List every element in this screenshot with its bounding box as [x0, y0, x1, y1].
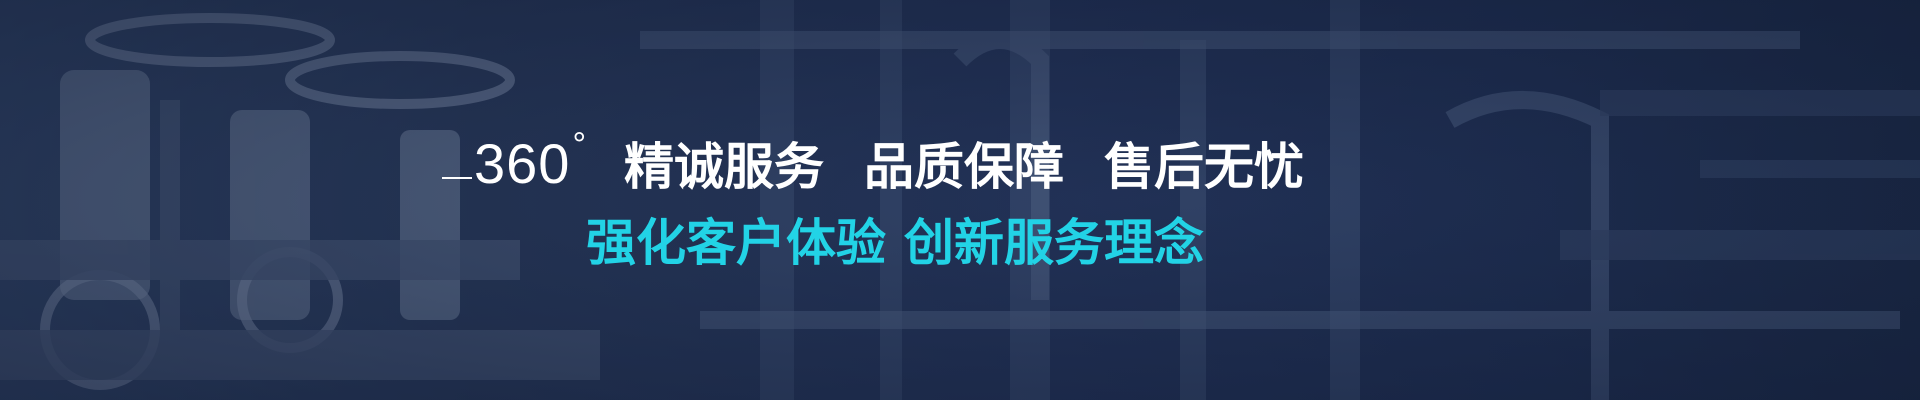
degree-symbol: ° — [572, 125, 587, 164]
slogan-sincere-service: 精诚服务 — [624, 138, 825, 196]
subheadline: 强化客户体验 创新服务理念 — [586, 206, 1204, 272]
slogan-quality-assurance: 品质保障 — [864, 138, 1065, 196]
headline: 360 ° 精诚服务 品质保障 售后无忧 — [442, 125, 1305, 198]
dash-decoration — [442, 177, 472, 179]
slogan-worry-free-aftersales: 售后无忧 — [1104, 138, 1305, 196]
subslogan-service-innovation: 创新服务理念 — [904, 214, 1204, 272]
subslogan-customer-experience: 强化客户体验 — [586, 214, 886, 272]
headline-number: 360 — [474, 131, 571, 195]
